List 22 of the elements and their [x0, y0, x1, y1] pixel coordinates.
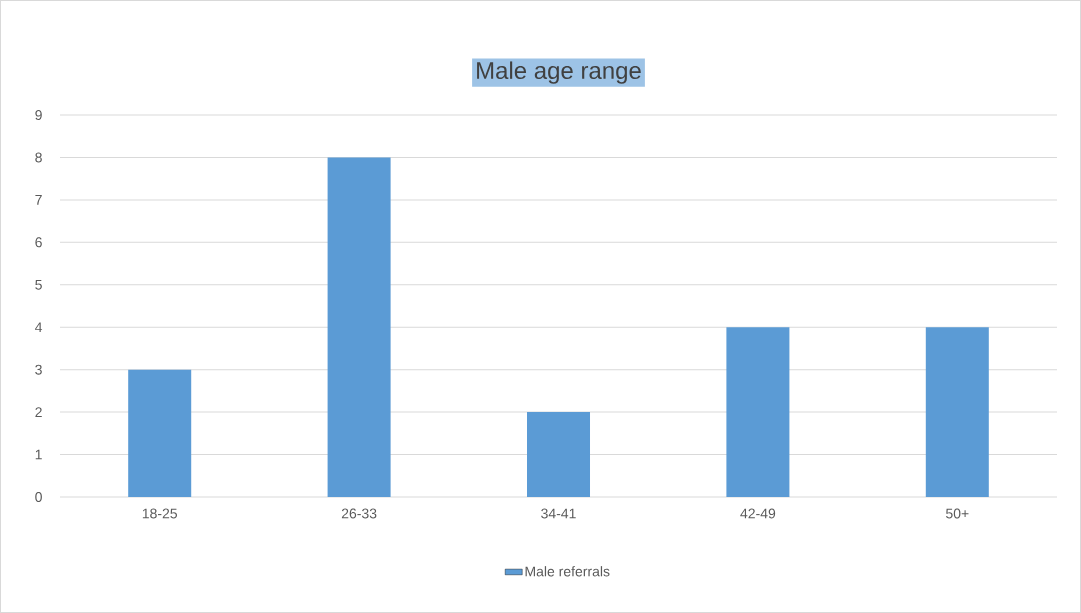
- y-tick-label: 2: [35, 407, 42, 417]
- bar: [128, 369, 192, 497]
- bar: [527, 412, 591, 497]
- bar: [726, 327, 790, 497]
- bar: [327, 157, 391, 497]
- y-tick-label: 0: [35, 492, 42, 502]
- x-tick-label: 26-33: [341, 508, 377, 519]
- y-tick-label: 6: [35, 237, 42, 248]
- x-tick-label: 18-25: [142, 508, 178, 519]
- x-tick-label: 50+: [946, 508, 969, 519]
- legend-label: Male referrals: [525, 566, 610, 577]
- y-tick-label: 8: [35, 152, 42, 163]
- bar: [925, 327, 989, 497]
- chart-title: Male age range: [477, 61, 641, 84]
- y-tick-label: 3: [35, 364, 42, 375]
- y-tick-label: 7: [35, 195, 42, 205]
- y-tick-label: 4: [35, 322, 43, 333]
- x-tick-label: 42-49: [740, 508, 776, 519]
- y-tick-label: 1: [35, 449, 42, 460]
- x-tick-label: 34-41: [541, 508, 576, 519]
- y-tick-label: 9: [35, 110, 42, 120]
- y-tick-label: 5: [35, 279, 42, 290]
